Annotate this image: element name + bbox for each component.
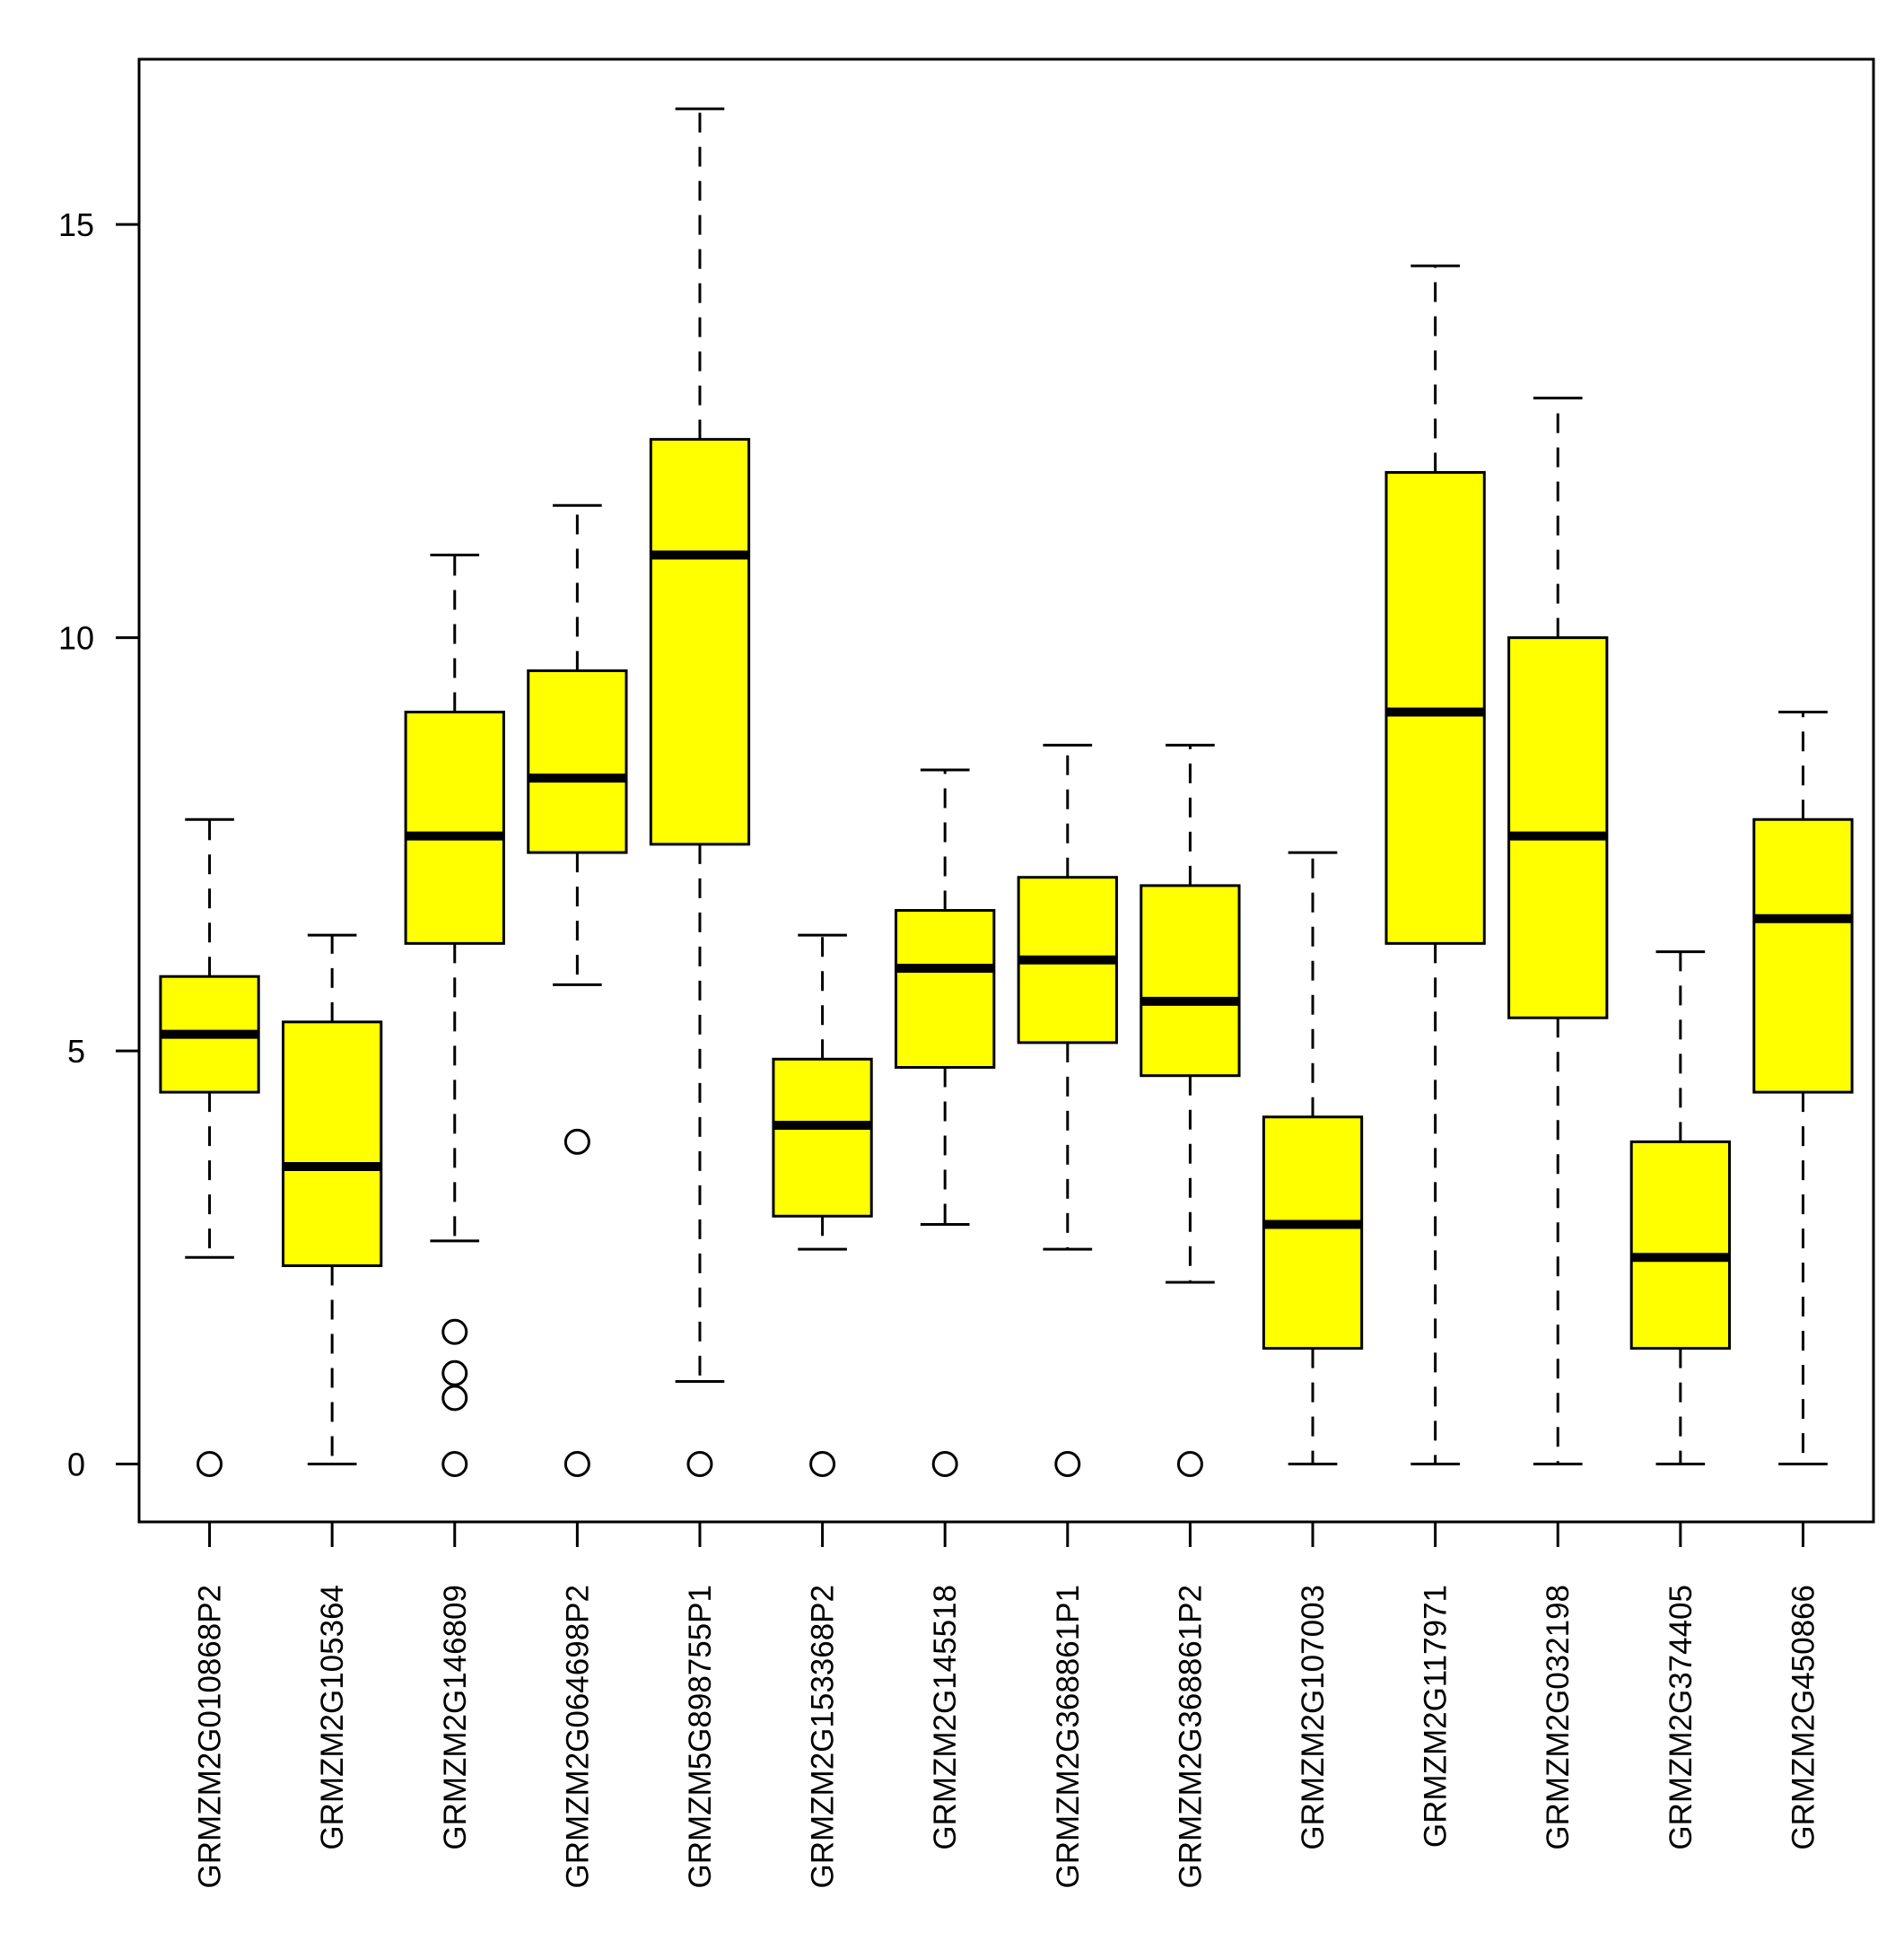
outlier-point <box>441 1385 468 1412</box>
iqr-box <box>527 669 628 854</box>
x-tick-label: GRMZM2G105364 <box>315 1585 350 1850</box>
iqr-box <box>1507 636 1609 1019</box>
y-tick-label: 15 <box>58 206 94 243</box>
x-tick-label: GRMZM5G898755P1 <box>683 1585 718 1888</box>
box-group <box>895 768 996 1478</box>
box-group <box>1017 743 1118 1478</box>
y-tick-label: 0 <box>67 1447 85 1483</box>
y-tick-label: 10 <box>58 620 94 657</box>
outlier-point <box>686 1451 713 1478</box>
x-tick-label: GRMZM2G032198 <box>1541 1585 1576 1850</box>
iqr-box <box>895 909 996 1070</box>
outlier-point <box>1054 1451 1081 1478</box>
box-group <box>527 503 628 1478</box>
iqr-box <box>404 711 505 945</box>
iqr-box <box>282 1020 383 1268</box>
outlier-point <box>809 1451 836 1478</box>
box-group <box>649 107 751 1478</box>
x-tick-label: GRMZM2G374405 <box>1664 1585 1699 1850</box>
x-tick-label: GRMZM2G368861P2 <box>1173 1585 1208 1888</box>
box-group <box>1629 950 1731 1466</box>
box-layer <box>159 107 1854 1478</box>
outlier-point <box>931 1451 958 1478</box>
box-group <box>1140 743 1241 1478</box>
outlier-point <box>197 1451 223 1478</box>
outlier-point <box>563 1451 590 1478</box>
box-group <box>1507 397 1609 1466</box>
outlier-point <box>1176 1451 1203 1478</box>
box-group <box>159 817 260 1478</box>
x-tick-label: GRMZM2G145518 <box>928 1585 963 1850</box>
x-tick-label: GRMZM2G146809 <box>438 1585 473 1850</box>
x-tick-label: GRMZM2G450866 <box>1786 1585 1821 1850</box>
iqr-box <box>1752 817 1854 1094</box>
box-group <box>1752 711 1854 1466</box>
x-tick-label: GRMZM2G010868P2 <box>193 1585 228 1888</box>
x-tick-label: GRMZM2G368861P1 <box>1051 1585 1086 1888</box>
plot-frame <box>137 57 1875 1524</box>
outlier-point <box>441 1359 468 1386</box>
y-tick-label: 5 <box>67 1033 85 1070</box>
iqr-box <box>1262 1115 1364 1350</box>
iqr-box <box>1140 884 1241 1078</box>
x-tick-label: GRMZM2G153368P2 <box>806 1585 841 1888</box>
outlier-point <box>441 1318 468 1345</box>
box-group <box>1384 264 1486 1466</box>
iqr-box <box>772 1057 873 1218</box>
label-layer: GRMZM2G010868P2 GRMZM2G105364 GRMZM2G14680… <box>193 1585 1821 1888</box>
outlier-point <box>563 1128 590 1155</box>
iqr-box <box>1629 1140 1731 1350</box>
axis-layer: 0 5 10 15 <box>58 57 1875 1547</box>
box-group <box>282 933 383 1466</box>
x-tick-label: GRMZM2G107003 <box>1296 1585 1331 1850</box>
box-group <box>404 554 505 1478</box>
box-group <box>1262 851 1364 1466</box>
box-group <box>772 933 873 1478</box>
iqr-box <box>649 438 751 846</box>
x-tick-label: GRMZM2G064698P2 <box>560 1585 595 1888</box>
outlier-point <box>441 1451 468 1478</box>
x-tick-label: GRMZM2G117971 <box>1419 1585 1454 1848</box>
